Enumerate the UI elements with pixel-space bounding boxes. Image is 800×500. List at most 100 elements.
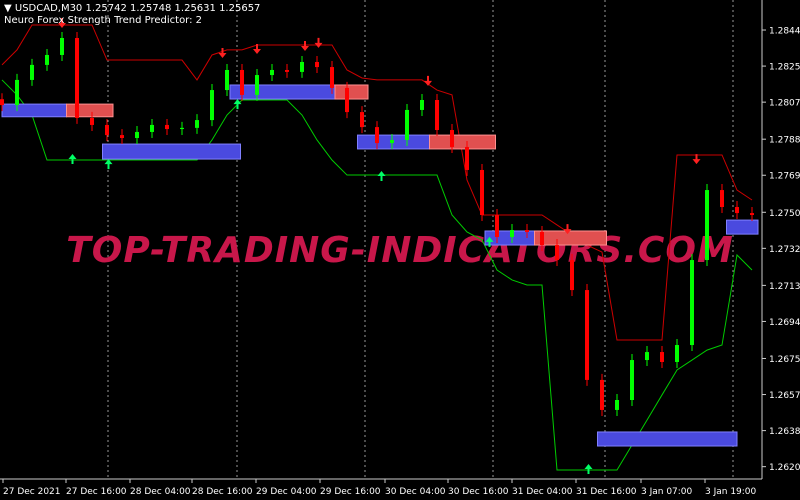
buy-arrow-icon <box>68 154 77 165</box>
bull-candle <box>210 90 214 121</box>
symbol-info: ▼ USDCAD,M30 1.25742 1.25748 1.25631 1.2… <box>4 3 260 14</box>
bull-candle <box>615 400 619 410</box>
bull-candle <box>300 61 304 72</box>
sell-arrow-icon <box>563 224 572 235</box>
signal-box-blue <box>102 143 241 160</box>
buy-arrow-icon <box>584 463 593 474</box>
time-tick-label: 30 Dec 16:00 <box>448 487 509 497</box>
bear-candle <box>435 100 439 131</box>
buy-arrow-icon <box>104 159 113 170</box>
time-tick-label: 30 Dec 04:00 <box>385 487 446 497</box>
buy-arrow-icon <box>485 236 494 247</box>
bull-candle <box>690 260 694 346</box>
price-tick-label: 1.27320 <box>769 245 800 255</box>
bear-candle <box>375 127 379 144</box>
signal-box-red <box>66 103 114 118</box>
time-tick-label: 3 Jan 07:00 <box>641 487 693 497</box>
bear-candle <box>585 290 589 380</box>
price-tick-label: 1.28070 <box>769 99 800 109</box>
sell-arrow-icon <box>314 37 323 48</box>
bull-candle <box>15 79 19 106</box>
bear-candle <box>75 38 79 118</box>
time-tick-label: 3 Jan 19:00 <box>705 487 757 497</box>
bear-candle <box>240 69 244 95</box>
time-tick-label: 28 Dec 16:00 <box>192 487 253 497</box>
bear-candle <box>360 112 364 128</box>
bull-candle <box>510 230 514 238</box>
bull-candle <box>60 38 64 55</box>
signal-box-red <box>429 134 496 150</box>
sell-arrow-icon <box>424 75 432 86</box>
bear-candle <box>735 207 739 214</box>
signal-box-blue <box>597 431 738 447</box>
bear-candle <box>600 379 604 410</box>
bear-candle <box>750 213 754 216</box>
bull-candle <box>270 69 274 76</box>
price-tick-label: 1.27130 <box>769 282 800 292</box>
price-tick-label: 1.27505 <box>769 209 800 219</box>
symbol-quote: USDCAD,M30 1.25742 1.25748 1.25631 1.256… <box>14 3 261 14</box>
time-tick-label: 28 Dec 04:00 <box>130 487 191 497</box>
bear-candle <box>525 230 529 232</box>
time-tick-label: 27 Dec 16:00 <box>66 487 127 497</box>
time-tick-label: 31 Dec 04:00 <box>512 487 573 497</box>
bear-candle <box>345 87 349 113</box>
signal-box-red <box>334 84 369 100</box>
bear-candle <box>330 67 334 88</box>
watermark: TOP-TRADING-INDICATORS.COM <box>66 230 734 271</box>
price-tick-label: 1.27880 <box>769 136 800 146</box>
signal-box-blue <box>1 103 67 118</box>
price-tick-label: 1.26200 <box>769 463 800 473</box>
bull-candle <box>135 131 139 139</box>
bull-candle <box>255 75 259 95</box>
sell-arrow-icon <box>301 41 309 52</box>
bear-candle <box>540 231 544 246</box>
collapse-triangle-icon[interactable]: ▼ <box>4 3 15 14</box>
bear-candle <box>555 245 559 261</box>
buy-arrow-icon <box>377 170 386 181</box>
bull-candle <box>630 360 634 400</box>
bull-candle <box>180 127 184 130</box>
bull-candle <box>225 69 229 91</box>
bull-candle <box>150 124 154 132</box>
lower-band-line <box>1 79 753 471</box>
bear-candle <box>570 260 574 291</box>
bull-candle <box>195 120 199 128</box>
price-tick-label: 1.26945 <box>769 318 800 328</box>
bull-candle <box>675 345 679 362</box>
bull-candle <box>405 109 409 140</box>
bear-candle <box>165 124 169 130</box>
indicator-label: Neuro Forex Strength Trend Predictor: 2 <box>4 15 203 26</box>
signal-box-red <box>534 230 607 246</box>
price-tick-label: 1.28440 <box>769 27 800 37</box>
price-tick-label: 1.26570 <box>769 391 800 401</box>
price-tick-label: 1.26385 <box>769 427 800 437</box>
bull-candle <box>30 64 34 80</box>
bull-candle <box>390 139 394 144</box>
bear-candle <box>480 169 484 216</box>
sell-arrow-icon <box>253 43 261 54</box>
sell-arrow-icon <box>218 48 227 59</box>
time-tick-label: 27 Dec 2021 <box>3 487 61 497</box>
bear-candle <box>285 69 289 72</box>
bear-candle <box>0 99 4 106</box>
sell-arrow-icon <box>692 154 701 165</box>
price-tick-label: 1.27695 <box>769 172 800 182</box>
bear-candle <box>315 61 319 68</box>
signal-box-blue <box>229 84 336 100</box>
time-tick-label: 29 Dec 04:00 <box>256 487 317 497</box>
signal-box-blue <box>726 219 759 235</box>
time-tick-label: 31 Dec 16:00 <box>576 487 637 497</box>
bull-candle <box>645 352 649 361</box>
bear-candle <box>660 352 664 362</box>
time-tick-label: 29 Dec 16:00 <box>320 487 381 497</box>
price-tick-label: 1.28255 <box>769 63 800 73</box>
bull-candle <box>705 190 709 261</box>
bear-candle <box>120 135 124 139</box>
bear-candle <box>495 215 499 238</box>
price-tick-label: 1.26755 <box>769 355 800 365</box>
upper-band-line <box>1 24 753 341</box>
bear-candle <box>450 130 454 147</box>
buy-arrow-icon <box>233 99 242 110</box>
